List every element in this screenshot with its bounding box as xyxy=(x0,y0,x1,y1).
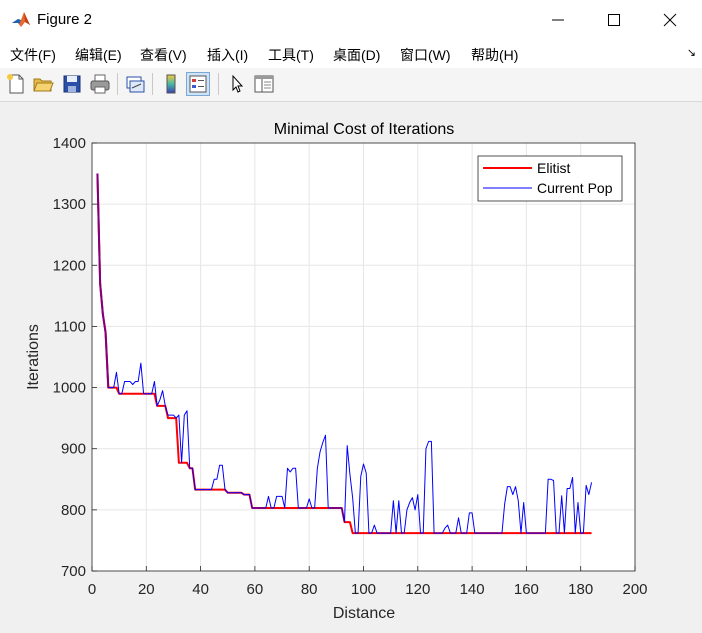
y-tick-label: 1400 xyxy=(53,135,86,152)
maximize-button[interactable] xyxy=(588,0,642,40)
minimize-button[interactable] xyxy=(532,0,586,40)
y-axis-label: Iterations xyxy=(25,324,42,390)
y-tick-label: 1100 xyxy=(54,318,86,335)
property-inspector-icon xyxy=(254,75,274,93)
x-tick-label: 0 xyxy=(88,581,96,598)
insert-colorbar-button[interactable] xyxy=(159,72,183,96)
menu-desktop[interactable]: 桌面(D) xyxy=(333,47,381,63)
print-icon xyxy=(90,74,110,94)
x-tick-label: 80 xyxy=(301,581,318,598)
legend[interactable]: Elitist Current Pop xyxy=(477,155,623,202)
pointer-icon xyxy=(232,74,244,93)
legend-icon xyxy=(189,75,207,93)
property-inspector-button[interactable] xyxy=(252,72,276,96)
link-plot-button[interactable] xyxy=(123,72,147,96)
menu-tools[interactable]: 工具(T) xyxy=(268,47,314,63)
menu-file[interactable]: 文件(F) xyxy=(10,47,56,63)
x-tick-label: 60 xyxy=(247,581,264,598)
x-tick-label: 40 xyxy=(192,581,209,598)
menu-edit[interactable]: 编辑(E) xyxy=(75,47,122,63)
toolbar-separator xyxy=(152,73,153,95)
close-icon xyxy=(663,13,677,27)
minimize-icon xyxy=(552,19,564,21)
save-button[interactable] xyxy=(60,72,84,96)
x-tick-label: 140 xyxy=(460,581,485,598)
menu-bar: 文件(F) 编辑(E) 查看(V) 插入(I) 工具(T) 桌面(D) 窗口(W… xyxy=(0,40,702,68)
edit-plot-button[interactable] xyxy=(225,72,249,96)
maximize-icon xyxy=(608,14,620,26)
y-tick-label: 700 xyxy=(61,563,86,580)
y-tick-label: 1300 xyxy=(53,196,86,213)
new-figure-button[interactable] xyxy=(4,72,28,96)
x-axis-label: Distance xyxy=(333,605,395,622)
x-tick-label: 20 xyxy=(138,581,155,598)
toolbar-separator xyxy=(117,73,118,95)
x-tick-label: 200 xyxy=(622,581,647,598)
window-title: Figure 2 xyxy=(37,11,93,28)
toolbar xyxy=(0,68,702,102)
new-file-icon xyxy=(7,74,24,94)
x-tick-label: 100 xyxy=(351,581,376,598)
y-tick-label: 1000 xyxy=(53,380,86,397)
y-tick-label: 800 xyxy=(61,502,86,519)
menu-overflow-arrow-icon[interactable]: ↘ xyxy=(686,47,696,59)
menu-insert[interactable]: 插入(I) xyxy=(207,47,249,63)
y-ticks: 700 800 900 1000 1100 1200 1300 1400 xyxy=(53,135,97,580)
menu-view[interactable]: 查看(V) xyxy=(140,47,187,63)
x-tick-label: 160 xyxy=(514,581,539,598)
close-button[interactable] xyxy=(644,0,698,40)
toolbar-separator xyxy=(218,73,219,95)
link-figure-icon xyxy=(126,76,145,93)
x-tick-label: 120 xyxy=(405,581,430,598)
y-tick-label: 1200 xyxy=(53,257,86,274)
matlab-logo-icon xyxy=(11,10,31,30)
legend-label-elitist: Elitist xyxy=(537,160,571,176)
legend-label-current-pop: Current Pop xyxy=(537,180,613,196)
insert-legend-button[interactable] xyxy=(186,72,210,96)
menu-help[interactable]: 帮助(H) xyxy=(471,47,519,63)
y-tick-label: 900 xyxy=(61,441,86,458)
series-lines xyxy=(96,173,593,535)
menu-window[interactable]: 窗口(W) xyxy=(400,47,451,63)
save-icon xyxy=(63,75,81,93)
open-folder-icon xyxy=(33,78,54,92)
series-line-current-pop xyxy=(96,173,593,534)
line-chart[interactable]: 0 20 40 60 80 100 120 140 160 180 200 700 800 900 100… xyxy=(0,102,702,628)
chart-title: Minimal Cost of Iterations xyxy=(274,121,455,138)
x-tick-label: 180 xyxy=(568,581,593,598)
x-ticks: 0 20 40 60 80 100 120 140 160 180 200 xyxy=(88,566,648,598)
legend-box xyxy=(477,155,623,202)
figure-canvas: 0 20 40 60 80 100 120 140 160 180 200 700 800 900 100… xyxy=(0,102,702,628)
open-file-button[interactable] xyxy=(31,72,55,96)
title-bar: Figure 2 xyxy=(0,0,702,40)
colorbar-icon xyxy=(166,74,176,94)
series-overlap-segment xyxy=(96,173,110,388)
print-button[interactable] xyxy=(88,72,112,96)
